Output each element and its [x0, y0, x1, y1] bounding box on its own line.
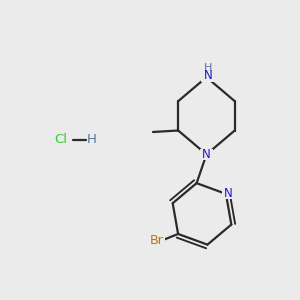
- Text: Cl: Cl: [54, 133, 67, 146]
- Text: Br: Br: [149, 234, 163, 247]
- Text: N: N: [224, 187, 233, 200]
- FancyBboxPatch shape: [200, 65, 215, 82]
- Text: N: N: [202, 148, 211, 161]
- FancyBboxPatch shape: [148, 235, 165, 246]
- Text: N: N: [204, 69, 212, 82]
- FancyBboxPatch shape: [222, 188, 235, 200]
- FancyBboxPatch shape: [200, 149, 213, 160]
- Text: H: H: [204, 63, 212, 73]
- Text: H: H: [87, 133, 97, 146]
